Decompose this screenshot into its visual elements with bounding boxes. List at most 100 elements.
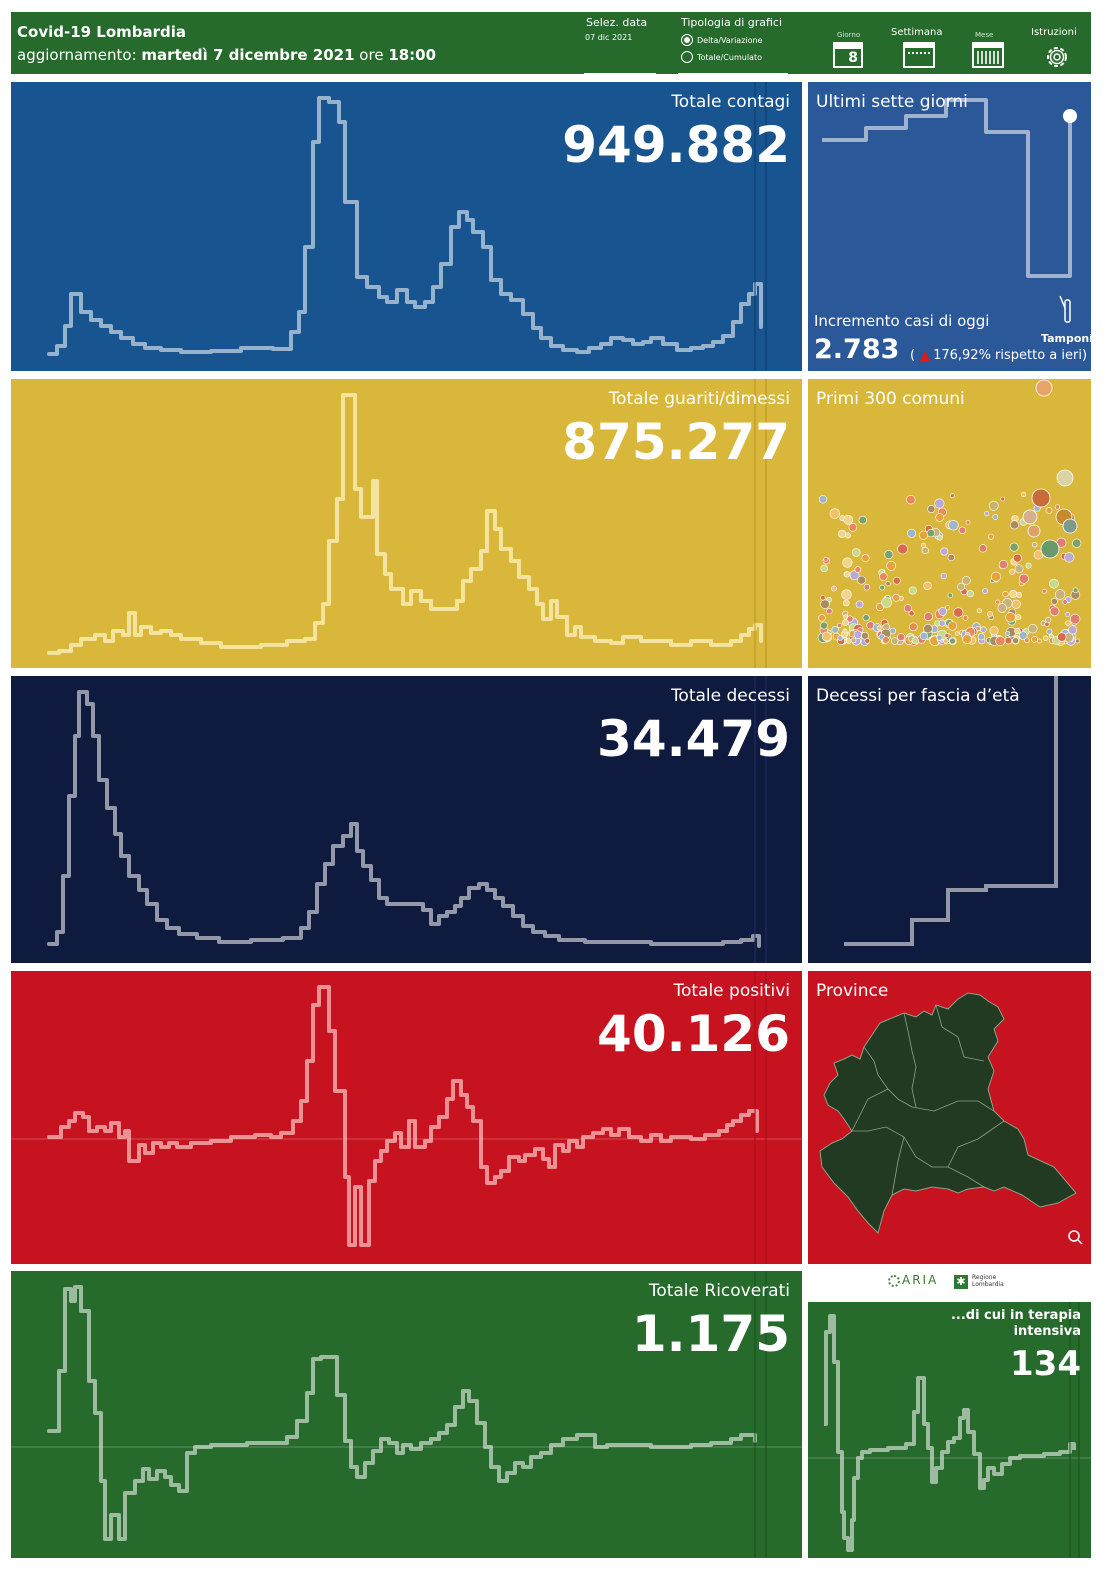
comune-bubble[interactable] bbox=[936, 634, 943, 641]
comune-bubble[interactable] bbox=[1018, 573, 1029, 584]
comune-bubble[interactable] bbox=[851, 548, 861, 557]
comune-bubble[interactable] bbox=[1048, 578, 1059, 589]
comune-bubble[interactable] bbox=[908, 610, 915, 617]
comune-bubble[interactable] bbox=[988, 500, 999, 511]
comune-bubble[interactable] bbox=[857, 575, 866, 585]
comune-bubble[interactable] bbox=[1016, 591, 1022, 598]
comune-bubble[interactable] bbox=[850, 637, 857, 644]
comune-bubble[interactable] bbox=[987, 611, 993, 617]
comune-bubble[interactable] bbox=[876, 625, 882, 631]
comune-bubble[interactable] bbox=[947, 592, 954, 599]
comune-bubble[interactable] bbox=[1069, 613, 1081, 625]
comune-bubble[interactable] bbox=[995, 599, 1001, 605]
comune-bubble-large[interactable] bbox=[1056, 469, 1074, 487]
comune-bubble[interactable] bbox=[853, 630, 863, 639]
nav-day-button[interactable]: Giorno 8 bbox=[833, 22, 865, 70]
comune-bubble[interactable] bbox=[837, 635, 844, 641]
comune-bubble[interactable] bbox=[1057, 632, 1067, 642]
comune-bubble[interactable] bbox=[962, 634, 972, 645]
comune-bubble[interactable] bbox=[907, 528, 917, 538]
comune-bubble[interactable] bbox=[884, 550, 894, 560]
comune-bubble[interactable] bbox=[845, 638, 852, 644]
comune-bubble[interactable] bbox=[911, 637, 919, 645]
comune-bubble[interactable] bbox=[879, 584, 885, 591]
comune-bubble[interactable] bbox=[989, 626, 999, 636]
comune-bubble-large[interactable] bbox=[1035, 379, 1053, 397]
comune-bubble[interactable] bbox=[976, 608, 982, 614]
comune-bubble[interactable] bbox=[938, 607, 947, 616]
comune-bubble-large[interactable] bbox=[1040, 539, 1060, 559]
comune-bubble[interactable] bbox=[923, 581, 932, 591]
comune-bubble[interactable] bbox=[944, 605, 951, 611]
comune-bubble[interactable] bbox=[1062, 599, 1068, 605]
comune-bubble[interactable] bbox=[854, 566, 862, 573]
comune-bubble[interactable] bbox=[1044, 621, 1050, 627]
comune-bubble[interactable] bbox=[1046, 628, 1053, 635]
comune-bubble[interactable] bbox=[820, 621, 828, 630]
comune-bubble[interactable] bbox=[820, 595, 826, 601]
comune-bubble[interactable] bbox=[926, 529, 935, 538]
comune-bubble[interactable] bbox=[1042, 588, 1047, 594]
comune-bubble[interactable] bbox=[1002, 591, 1009, 598]
comune-bubble-large[interactable] bbox=[1031, 488, 1051, 508]
comune-bubble[interactable] bbox=[1043, 635, 1049, 641]
tamponi-label[interactable]: Tamponi bbox=[1041, 332, 1091, 345]
comune-bubble[interactable] bbox=[927, 505, 936, 514]
comune-bubble[interactable] bbox=[1010, 520, 1020, 530]
comune-bubble[interactable] bbox=[879, 572, 888, 581]
comune-bubble[interactable] bbox=[998, 560, 1008, 570]
comune-bubble[interactable] bbox=[1045, 507, 1053, 514]
comune-bubble[interactable] bbox=[977, 633, 985, 641]
comune-bubble[interactable] bbox=[947, 621, 958, 631]
comune-bubble-large[interactable] bbox=[1022, 509, 1038, 525]
comune-bubble[interactable] bbox=[948, 520, 959, 531]
comune-bubble[interactable] bbox=[1075, 638, 1080, 644]
comune-bubble[interactable] bbox=[864, 637, 871, 644]
comune-bubble[interactable] bbox=[962, 615, 969, 621]
help-button[interactable]: Istruzioni bbox=[1025, 22, 1085, 70]
nav-week-button[interactable]: Settimana bbox=[887, 22, 947, 70]
comune-bubble[interactable] bbox=[848, 523, 858, 532]
comune-bubble[interactable] bbox=[842, 619, 849, 626]
comune-bubble[interactable] bbox=[837, 622, 843, 628]
comune-bubble[interactable] bbox=[1009, 568, 1016, 575]
radio-delta[interactable] bbox=[681, 34, 693, 46]
comune-bubble[interactable] bbox=[1054, 504, 1060, 510]
comune-bubble[interactable] bbox=[1064, 552, 1075, 563]
comune-bubble[interactable] bbox=[1014, 564, 1024, 574]
comune-bubble[interactable] bbox=[1014, 627, 1021, 635]
comune-bubble[interactable] bbox=[1011, 599, 1021, 609]
comune-bubble[interactable] bbox=[826, 608, 833, 615]
comune-bubble[interactable] bbox=[921, 546, 929, 555]
comune-bubble[interactable] bbox=[978, 544, 987, 553]
comune-bubble[interactable] bbox=[885, 581, 891, 587]
comune-bubble-large[interactable] bbox=[1062, 518, 1078, 534]
comune-bubble[interactable] bbox=[1009, 589, 1018, 598]
comune-bubble[interactable] bbox=[1072, 538, 1082, 548]
comune-bubble[interactable] bbox=[897, 633, 905, 642]
comune-bubble[interactable] bbox=[1009, 542, 1019, 552]
comune-bubble[interactable] bbox=[1037, 638, 1042, 644]
comune-bubble[interactable] bbox=[1028, 624, 1038, 634]
comune-bubble[interactable] bbox=[997, 603, 1007, 613]
comune-bubble[interactable] bbox=[892, 593, 901, 602]
comune-bubble[interactable] bbox=[843, 614, 849, 620]
comune-bubble[interactable] bbox=[940, 547, 949, 556]
comune-bubble[interactable] bbox=[950, 493, 955, 498]
comune-bubble[interactable] bbox=[1021, 491, 1027, 497]
comune-bubble[interactable] bbox=[1068, 625, 1078, 635]
comune-bubble[interactable] bbox=[855, 600, 864, 609]
comune-bubble[interactable] bbox=[858, 515, 867, 525]
comune-bubble[interactable] bbox=[903, 604, 912, 613]
comune-bubble[interactable] bbox=[982, 588, 988, 594]
comune-bubble[interactable] bbox=[886, 560, 897, 571]
comune-bubble[interactable] bbox=[1005, 630, 1010, 636]
comune-bubble[interactable] bbox=[937, 535, 943, 541]
comune-bubble[interactable] bbox=[991, 571, 1002, 582]
comune-bubble[interactable] bbox=[966, 590, 974, 598]
comune-bubble[interactable] bbox=[1032, 542, 1038, 548]
comune-bubble[interactable] bbox=[1072, 587, 1079, 594]
comune-bubble[interactable] bbox=[842, 628, 848, 634]
comune-bubble[interactable] bbox=[980, 626, 987, 633]
comune-bubble[interactable] bbox=[843, 571, 851, 578]
